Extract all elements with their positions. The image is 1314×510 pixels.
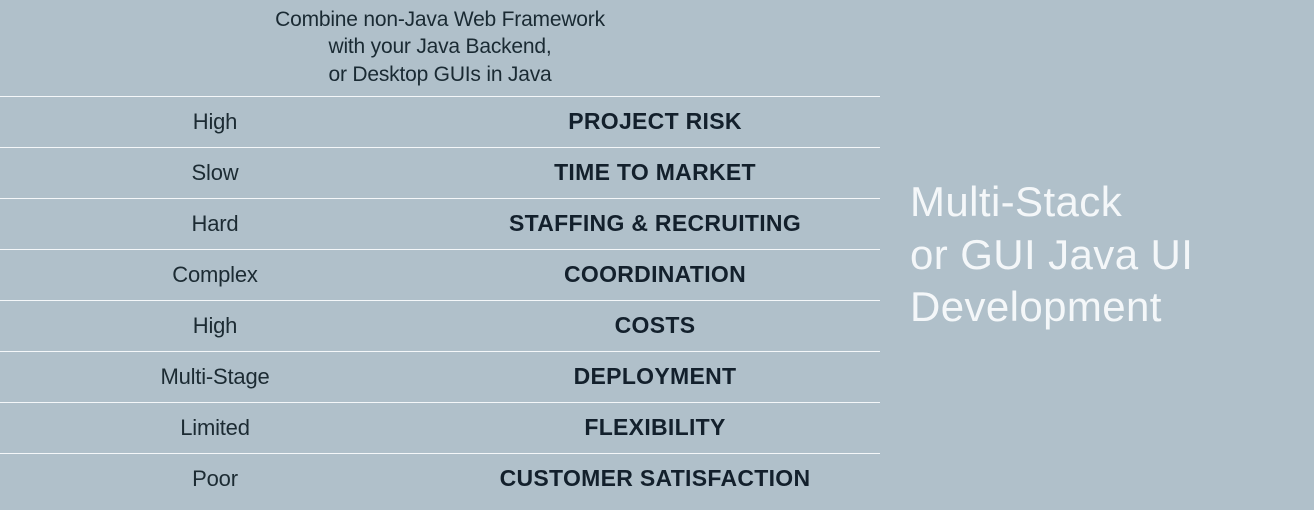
row-value: Multi-Stage (0, 364, 430, 390)
table-row: Multi-Stage DEPLOYMENT (0, 351, 880, 402)
side-title-line-1: Multi-Stack (910, 178, 1122, 225)
row-label: TIME TO MARKET (430, 159, 880, 186)
table-row: Hard STAFFING & RECRUITING (0, 198, 880, 249)
row-label: FLEXIBILITY (430, 414, 880, 441)
table-header-line-3: or Desktop GUIs in Java (329, 63, 552, 86)
side-title-line-2: or GUI Java UI (910, 231, 1193, 278)
table-row: Complex COORDINATION (0, 249, 880, 300)
side-title-area: Multi-Stack or GUI Java UI Development (880, 0, 1314, 510)
table-row: Slow TIME TO MARKET (0, 147, 880, 198)
table-row: Limited FLEXIBILITY (0, 402, 880, 453)
table-row: Poor CUSTOMER SATISFACTION (0, 453, 880, 504)
side-title-line-3: Development (910, 283, 1162, 330)
comparison-table-area: Combine non-Java Web Framework with your… (0, 0, 880, 510)
side-title: Multi-Stack or GUI Java UI Development (910, 176, 1193, 334)
row-label: STAFFING & RECRUITING (430, 210, 880, 237)
row-value: Hard (0, 211, 430, 237)
row-value: Complex (0, 262, 430, 288)
row-value: High (0, 109, 430, 135)
row-label: CUSTOMER SATISFACTION (430, 465, 880, 492)
row-value: Poor (0, 466, 430, 492)
table-header-line-2: with your Java Backend, (328, 35, 551, 58)
row-value: Limited (0, 415, 430, 441)
row-value: Slow (0, 160, 430, 186)
row-label: COORDINATION (430, 261, 880, 288)
table-rows: High PROJECT RISK Slow TIME TO MARKET Ha… (0, 96, 880, 504)
row-value: High (0, 313, 430, 339)
table-row: High PROJECT RISK (0, 96, 880, 147)
table-header: Combine non-Java Web Framework with your… (0, 6, 880, 96)
table-header-line-1: Combine non-Java Web Framework (275, 8, 605, 31)
row-label: PROJECT RISK (430, 108, 880, 135)
row-label: DEPLOYMENT (430, 363, 880, 390)
row-label: COSTS (430, 312, 880, 339)
table-row: High COSTS (0, 300, 880, 351)
